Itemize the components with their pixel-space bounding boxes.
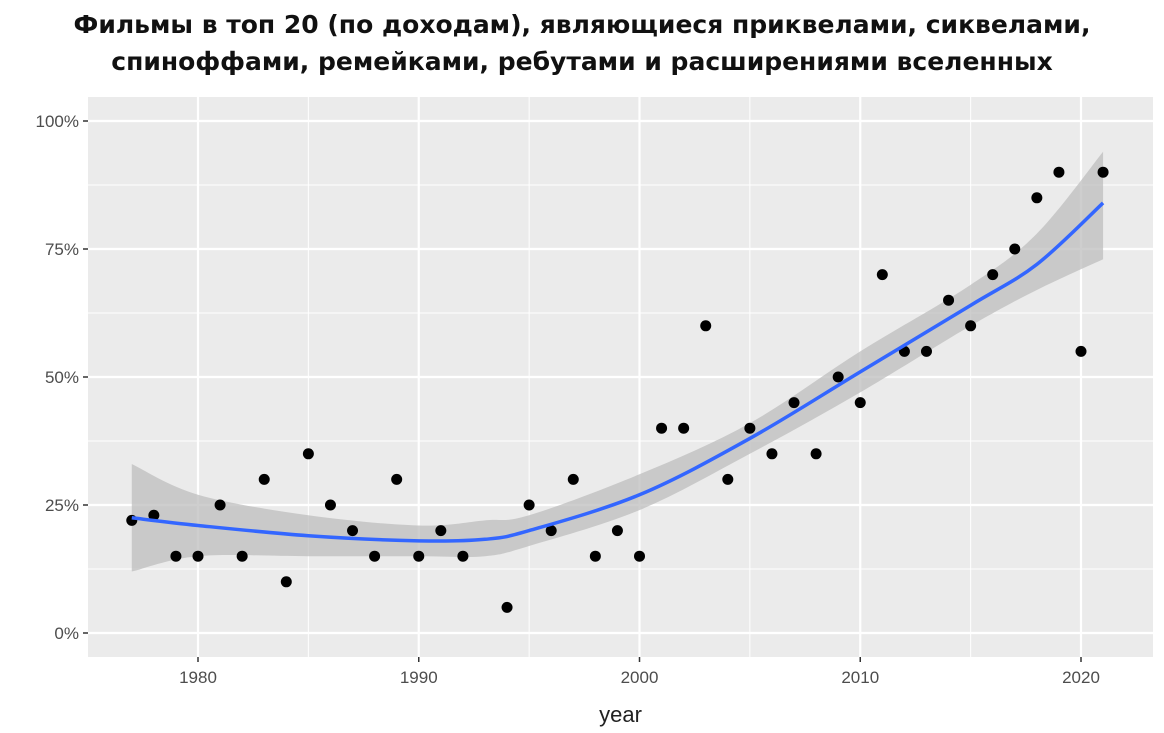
chart-title: Фильмы в топ 20 (по доходам), являющиеся… <box>0 6 1164 80</box>
data-point <box>324 499 336 511</box>
data-point <box>678 422 690 434</box>
data-point <box>170 550 182 562</box>
data-point <box>611 525 623 537</box>
data-point <box>1075 345 1087 357</box>
data-point <box>236 550 248 562</box>
data-point <box>369 550 381 562</box>
y-tick-label: 25% <box>45 496 79 515</box>
data-point <box>280 576 292 588</box>
data-point <box>347 525 359 537</box>
data-point <box>854 397 866 409</box>
x-tick-label: 2000 <box>621 668 659 687</box>
y-tick-label: 50% <box>45 368 79 387</box>
data-point <box>589 550 601 562</box>
data-point <box>501 601 513 613</box>
data-point <box>148 509 160 521</box>
x-tick-label: 2010 <box>841 668 879 687</box>
x-tick-label: 1990 <box>400 668 438 687</box>
data-point <box>634 550 645 562</box>
data-point <box>943 294 955 306</box>
data-point <box>457 550 469 562</box>
data-point <box>656 422 668 434</box>
x-axis-label: year <box>599 702 642 727</box>
data-point <box>700 320 712 332</box>
x-tick-label: 1980 <box>179 668 217 687</box>
data-point <box>744 422 756 434</box>
smooth-line <box>131 201 1105 543</box>
y-tick-label: 75% <box>45 240 79 259</box>
data-point <box>258 473 270 485</box>
data-point <box>1031 192 1043 204</box>
y-tick-label: 0% <box>54 624 79 643</box>
data-point <box>1053 166 1065 178</box>
data-point <box>832 371 844 383</box>
data-point <box>391 473 403 485</box>
data-point <box>1009 243 1021 255</box>
data-point <box>192 550 204 562</box>
data-point <box>435 525 447 537</box>
data-point <box>876 269 888 281</box>
data-point <box>920 345 932 357</box>
data-point <box>965 320 977 332</box>
data-point <box>766 448 778 460</box>
chart-title-line: спиноффами, ремейками, ребутами и расшир… <box>111 47 1053 76</box>
data-point <box>788 397 800 409</box>
data-point <box>214 499 226 511</box>
data-point <box>567 473 579 485</box>
data-point <box>523 499 535 511</box>
data-point <box>302 448 314 460</box>
x-tick-label: 2020 <box>1062 668 1100 687</box>
y-tick-label: 100% <box>36 112 79 131</box>
data-point <box>987 269 999 281</box>
data-point <box>413 550 425 562</box>
chart-title-line: Фильмы в топ 20 (по доходам), являющиеся… <box>73 10 1091 39</box>
data-point <box>810 448 822 460</box>
data-point <box>545 525 557 537</box>
data-point <box>1097 166 1109 178</box>
data-point <box>722 473 734 485</box>
